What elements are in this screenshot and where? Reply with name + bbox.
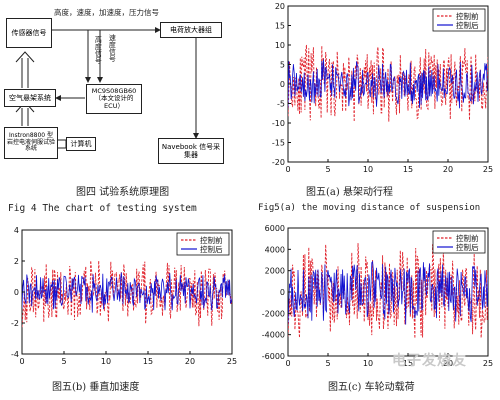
chart-c-panel: 0 5 10 15 20 25 6000 4000 2000 0 -2000 -4000 -6000 控制… bbox=[250, 222, 500, 400]
x-tick-label: 25 bbox=[483, 359, 493, 368]
x-tick-label: 10 bbox=[363, 359, 373, 368]
speed-signal-label: 速度信号 bbox=[108, 34, 117, 62]
system-diagram: 高度，速度，加速度，压力信号 传感器信号 电荷放大器组 高度信号 速度信号 空气… bbox=[0, 0, 250, 220]
x-tick-label: 5 bbox=[61, 357, 66, 366]
y-tick-label: -5 bbox=[277, 100, 285, 109]
y-tick-label: -4 bbox=[11, 350, 19, 359]
sensor-signal-box: 传感器信号 bbox=[6, 18, 52, 48]
y-tick-label: 20 bbox=[275, 2, 285, 11]
y-tick-label: 10 bbox=[275, 41, 285, 50]
chart-c-caption-cn: 图五(c) 车轮动载荷 bbox=[328, 382, 415, 393]
y-tick-label: -20 bbox=[272, 158, 285, 167]
instron-box: Instron8800 型岩控电液伺服试验系统 bbox=[4, 127, 58, 159]
legend-label: 控制前 bbox=[200, 235, 223, 245]
x-tick-label: 0 bbox=[19, 357, 24, 366]
x-tick-label: 25 bbox=[483, 165, 493, 174]
y-tick-label: 0 bbox=[14, 288, 19, 297]
y-tick-label: 2000 bbox=[265, 267, 285, 276]
x-tick-label: 15 bbox=[143, 357, 153, 366]
x-tick-label: 5 bbox=[325, 359, 330, 368]
x-tick-label: 25 bbox=[227, 357, 237, 366]
y-tick-label: 4 bbox=[14, 226, 19, 235]
y-tick-label: 0 bbox=[280, 288, 285, 297]
x-tick-label: 5 bbox=[325, 165, 330, 174]
y-tick-label: -2000 bbox=[262, 309, 285, 318]
x-tick-label: 10 bbox=[101, 357, 111, 366]
y-tick-label: 5 bbox=[280, 61, 285, 70]
legend-label: 控制前 bbox=[456, 233, 479, 243]
x-tick-label: 20 bbox=[443, 165, 453, 174]
figure4-caption-cn: 图四 试验系统原理图 bbox=[76, 187, 170, 198]
signals-label: 高度，速度，加速度，压力信号 bbox=[54, 8, 159, 17]
x-tick-label: 10 bbox=[363, 165, 373, 174]
chart-a-panel: 0 5 10 15 20 25 20 15 10 5 0 -5 -10 -15 -20 控制前 控制后 图五(a… bbox=[258, 0, 500, 220]
y-tick-label: -15 bbox=[272, 139, 285, 148]
y-tick-label: 15 bbox=[275, 22, 285, 31]
y-tick-label: -2 bbox=[11, 319, 19, 328]
x-tick-label: 20 bbox=[443, 359, 453, 368]
x-tick-label: 15 bbox=[403, 165, 413, 174]
legend-label: 控制前 bbox=[456, 11, 479, 21]
y-tick-label: -10 bbox=[272, 119, 285, 128]
y-tick-label: 4000 bbox=[265, 245, 285, 254]
y-tick-label: -4000 bbox=[262, 331, 285, 340]
watermark-logo: 电子发烧友 bbox=[392, 353, 467, 369]
chart-a-caption-en: Fig5(a) the moving distance of suspensio… bbox=[258, 203, 481, 213]
chart-a-caption-cn: 图五(a) 悬架动行程 bbox=[306, 187, 393, 198]
legend-label: 控制后 bbox=[456, 242, 479, 252]
legend-label: 控制后 bbox=[456, 20, 479, 30]
charge-amplifier-box: 电荷放大器组 bbox=[160, 22, 222, 38]
computer-box: 计算机 bbox=[66, 137, 96, 151]
x-tick-label: 15 bbox=[403, 359, 413, 368]
series-line-before-control bbox=[288, 44, 488, 122]
navebook-box: Navebook 信号采集器 bbox=[158, 138, 224, 164]
chart-b-caption-cn: 图五(b) 垂直加速度 bbox=[52, 382, 140, 393]
chart-b-panel: 0 5 10 15 20 25 4 2 0 -2 -4 控制前 控制后 图五(b) 垂直加速度 bbox=[0, 222, 250, 400]
series-line-after-control bbox=[288, 59, 488, 109]
x-tick-label: 0 bbox=[285, 165, 290, 174]
legend-label: 控制后 bbox=[200, 244, 223, 254]
x-tick-label: 0 bbox=[285, 359, 290, 368]
series-line-after-control bbox=[288, 260, 488, 325]
y-tick-label: 0 bbox=[280, 80, 285, 89]
series-line-after-control bbox=[22, 272, 232, 313]
y-tick-label: -6000 bbox=[262, 352, 285, 361]
y-tick-label: 2 bbox=[14, 257, 19, 266]
height-signal-label: 高度信号 bbox=[94, 36, 103, 64]
ecu-box: MC9S08GB60（本文设计的ECU） bbox=[86, 84, 142, 114]
chart-c: 0 5 10 15 20 25 6000 4000 2000 0 -2000 -4000 -6000 控制… bbox=[262, 224, 493, 368]
x-tick-label: 20 bbox=[185, 357, 195, 366]
air-suspension-box: 空气悬架系统 bbox=[4, 89, 56, 107]
y-tick-label: 6000 bbox=[265, 224, 285, 233]
figure4-caption-en: Fig 4 The chart of testing system bbox=[8, 203, 197, 214]
